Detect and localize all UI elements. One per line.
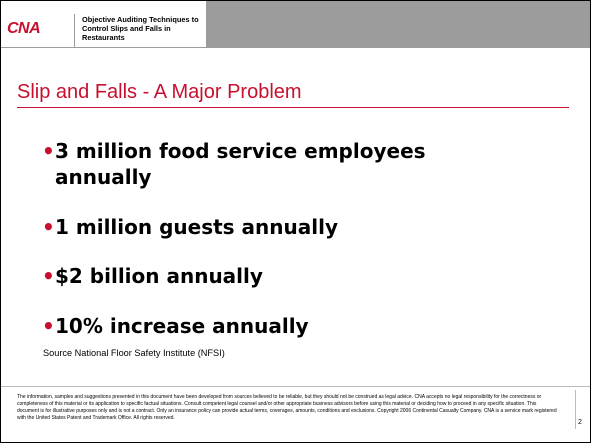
bullet-item: • 3 million food service employees annua… [42,138,426,190]
bullet-text: $2 billion annually [55,264,263,288]
bullet-item: • 10% increase annually [42,313,309,339]
source-citation: Source National Floor Safety Institute (… [43,348,225,358]
bullet-dot: • [42,314,55,338]
header-bar: CNA Objective Auditing Techniques to Con… [1,1,590,48]
bullet-text-continuation: annually [55,165,152,189]
bullet-dot: • [42,215,55,239]
header-bottom-rule [1,47,590,48]
header-gray-band [206,1,590,48]
slide-title: Slip and Falls - A Major Problem [17,81,302,103]
bullet-text: 10% increase annually [55,314,309,338]
bullet-item: • $2 billion annually [42,263,263,289]
bullet-dot: • [42,264,55,288]
cna-logo: CNA [7,20,41,37]
bullet-item: • 1 million guests annually [42,214,338,240]
header-divider [74,14,75,48]
bullet-text: 1 million guests annually [55,215,338,239]
page-number: 2 [578,419,582,426]
footer-divider [1,386,590,387]
legal-disclaimer: The information, samples and suggestions… [17,394,557,421]
header-title: Objective Auditing Techniques to Control… [82,15,199,42]
page-number-box [575,390,590,429]
bullet-dot: • [42,139,55,163]
title-underline [17,107,569,108]
header-logo-area [1,1,206,48]
bullet-text: 3 million food service employees [55,139,426,163]
